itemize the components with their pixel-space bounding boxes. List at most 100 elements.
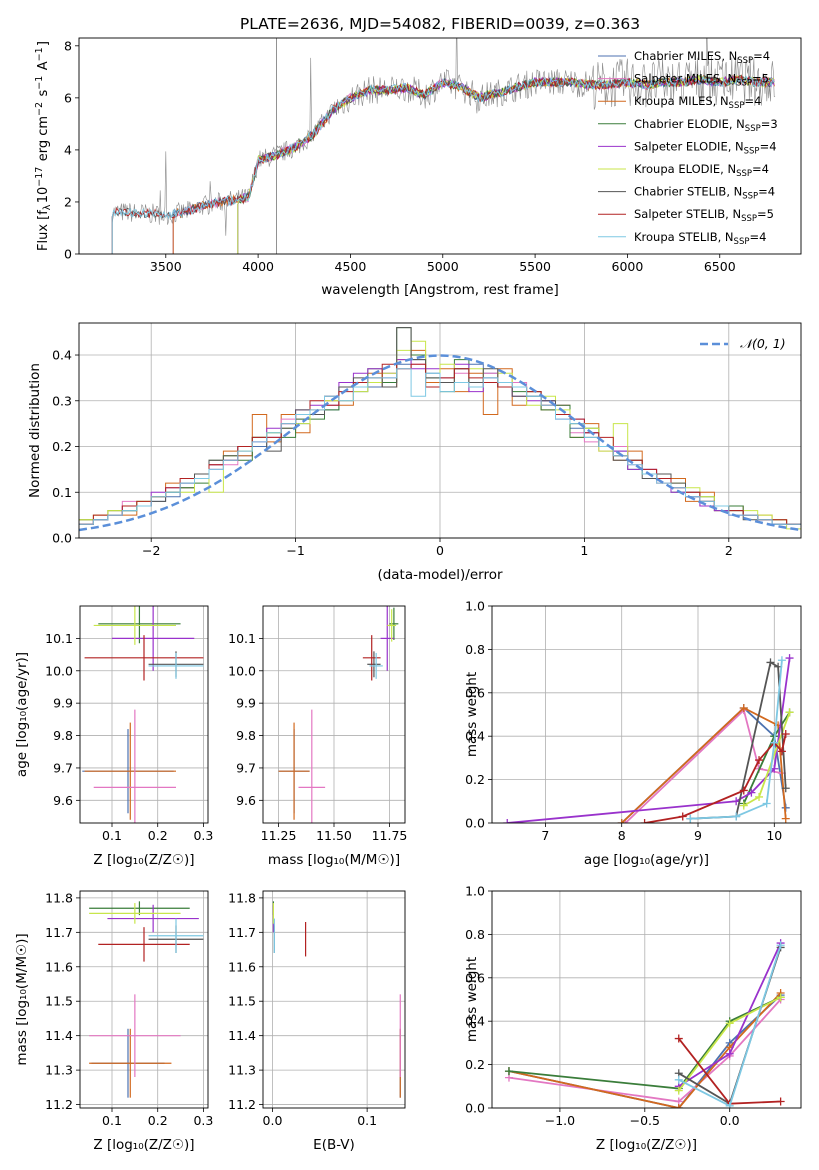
y-tick-label: 9.6 — [236, 793, 256, 808]
weight-marker-kroupa-elodie — [674, 1086, 683, 1095]
legend-label-suffix: =5 — [757, 207, 774, 221]
weight-line-kroupa-stelib — [690, 660, 783, 820]
y-axis-label: Flux [fλ 10−17 erg cm−2 s−1 A−1 ] — [34, 41, 53, 251]
x-axis-label: Z [log₁₀(Z/Z☉)] — [93, 852, 194, 868]
x-tick-label: −2 — [142, 543, 160, 558]
y-tick-label: 0.4 — [465, 1014, 485, 1029]
y-tick-label: 10.1 — [45, 631, 73, 646]
weight-marker-salpeter-elodie — [503, 819, 512, 823]
y-axis-label: mass weight — [464, 672, 480, 757]
y-tick-label: 0.6 — [465, 970, 485, 985]
y-tick-label: 1.0 — [465, 884, 485, 899]
y-tick-label: 6 — [64, 90, 72, 105]
legend-label-main: Chabrier STELIB, N — [634, 185, 742, 199]
y-tick-label: 11.5 — [45, 994, 73, 1009]
y-axis-label-part: λ — [42, 204, 53, 210]
y-tick-label: 0.0 — [465, 816, 485, 831]
x-tick-label: 0.1 — [102, 828, 122, 843]
weight-marker-salpeter-stelib — [776, 1097, 785, 1106]
y-tick-label: 10.0 — [45, 663, 73, 678]
y-tick-label: 11.7 — [228, 925, 256, 940]
legend-label-salpeter-stelib: Salpeter STELIB, NSSP=5 — [634, 207, 774, 224]
legend-label-main: Chabrier MILES, N — [634, 49, 737, 63]
weight-marker-kroupa-stelib — [770, 738, 779, 747]
legend-label-subscript: SSP — [745, 124, 761, 134]
x-tick-label: 1 — [580, 543, 588, 558]
y-axis-label: mass weight — [464, 957, 480, 1042]
axes-residuals: −2 −1 0 1 2 0.0 0.1 0.2 0.3 0.4 — [52, 323, 801, 558]
y-tick-label: 11.8 — [45, 890, 73, 905]
legend-label-salpeter-elodie: Salpeter ELODIE, NSSP=4 — [634, 139, 777, 156]
x-axis-label: mass [log₁₀(M/M☉)] — [268, 852, 400, 868]
weight-marker-salpeter-stelib — [739, 786, 748, 795]
y-axis-label-part: −1 — [34, 76, 45, 90]
legend-label-main: Chabrier ELODIE, N — [634, 117, 745, 131]
x-axis-label: age [log₁₀(age/yr)] — [584, 852, 709, 868]
legend-label-suffix: =5 — [752, 72, 769, 86]
weight-line-chabrier-elodie — [508, 996, 781, 1090]
y-tick-label: 10.1 — [228, 631, 256, 646]
legend-label-kroupa-miles: Kroupa MILES, NSSP=4 — [634, 94, 761, 111]
x-tick-label: 0.1 — [102, 1113, 122, 1128]
legend-label-subscript: SSP — [741, 214, 757, 224]
weights-weight_vs_age — [503, 654, 794, 823]
weight-marker-kroupa-stelib — [686, 814, 695, 823]
errorbars-mass_vs_ebv — [272, 901, 401, 1098]
legend-label-main: Kroupa STELIB, N — [634, 230, 734, 244]
weight-marker-kroupa-stelib — [732, 812, 741, 821]
plot-layer: 3500 4000 4500 5000 5500 6000 6500 0 2 4 6 8 wavelen… — [14, 37, 802, 1153]
x-axis-label: (data-model)/error — [377, 567, 503, 583]
x-tick-label: 0.2 — [148, 1113, 168, 1128]
weight-marker-kroupa-elodie — [739, 801, 748, 810]
y-tick-label: 11.2 — [45, 1097, 73, 1112]
weight-marker-salpeter-elodie — [747, 788, 756, 797]
axes-mass_vs_Z: 0.1 0.2 0.3 11.2 11.3 11.4 11.5 11.6 11.7 11.8 — [45, 890, 213, 1128]
y-axis-label-part: −17 — [34, 167, 45, 187]
y-tick-label: 1.0 — [465, 599, 485, 614]
legend-label-chabrier-stelib: Chabrier STELIB, NSSP=4 — [634, 185, 775, 202]
weight-marker-salpeter-stelib — [678, 812, 687, 821]
y-tick-label: 0.6 — [465, 685, 485, 700]
x-tick-label: 9 — [694, 828, 702, 843]
y-axis-label-part: s — [36, 89, 51, 100]
histogram-kroupa-stelib — [79, 368, 801, 525]
weight-marker-chabrier-stelib — [781, 784, 790, 793]
y-tick-label: 0.8 — [465, 927, 485, 942]
legend-label-subscript: SSP — [736, 79, 752, 89]
y-axis-label-part: 10 — [36, 187, 51, 204]
legend-label-kroupa-stelib: Kroupa STELIB, NSSP=4 — [634, 230, 766, 247]
x-tick-label: 8 — [618, 828, 626, 843]
weight-marker-kroupa-stelib — [762, 799, 771, 808]
legend-label-subscript: SSP — [736, 169, 752, 179]
y-tick-label: 8 — [64, 38, 72, 53]
y-axis-label-part: erg cm — [36, 116, 51, 165]
y-tick-label: 0.8 — [465, 642, 485, 657]
y-tick-label: 11.8 — [228, 890, 256, 905]
weight-marker-kroupa-elodie — [725, 1019, 734, 1028]
errorbars-age_vs_Z — [82, 606, 204, 823]
weight-marker-salpeter-stelib — [674, 1034, 683, 1043]
y-axis-label: mass [log₁₀(M/M☉)] — [14, 933, 30, 1065]
x-tick-label: 3500 — [150, 259, 182, 274]
normal-curve — [79, 354, 801, 532]
x-axis-label: Z [log₁₀(Z/Z☉)] — [596, 1137, 697, 1153]
y-axis-label-part: −2 — [34, 102, 45, 116]
weight-marker-chabrier-elodie — [504, 1067, 513, 1076]
weight-marker-salpeter-stelib — [755, 756, 764, 765]
legend-label-subscript: SSP — [744, 146, 760, 156]
weight_vs_Z-frame — [491, 890, 802, 1109]
x-axis-label: wavelength [Angstrom, rest frame] — [321, 282, 559, 298]
y-tick-label: 0 — [64, 247, 72, 262]
y-tick-label: 9.7 — [53, 760, 73, 775]
y-tick-label: 11.4 — [228, 1028, 256, 1043]
legend-label-main: Salpeter ELODIE, N — [634, 139, 744, 153]
y-tick-label: 11.7 — [45, 925, 73, 940]
x-tick-label: 4500 — [335, 259, 367, 274]
weight-marker-salpeter-elodie — [725, 1049, 734, 1058]
axes-mass_vs_ebv: 0.0 0.1 11.2 11.3 11.4 11.5 11.6 11.7 11.8 — [228, 890, 405, 1128]
x-axis-label: E(B-V) — [313, 1137, 355, 1153]
y-tick-label: 0.3 — [52, 393, 72, 408]
x-tick-label: 11.25 — [261, 828, 297, 843]
y-tick-label: 11.3 — [228, 1063, 256, 1078]
legend-label-chabrier-miles: Chabrier MILES, NSSP=4 — [634, 49, 770, 66]
